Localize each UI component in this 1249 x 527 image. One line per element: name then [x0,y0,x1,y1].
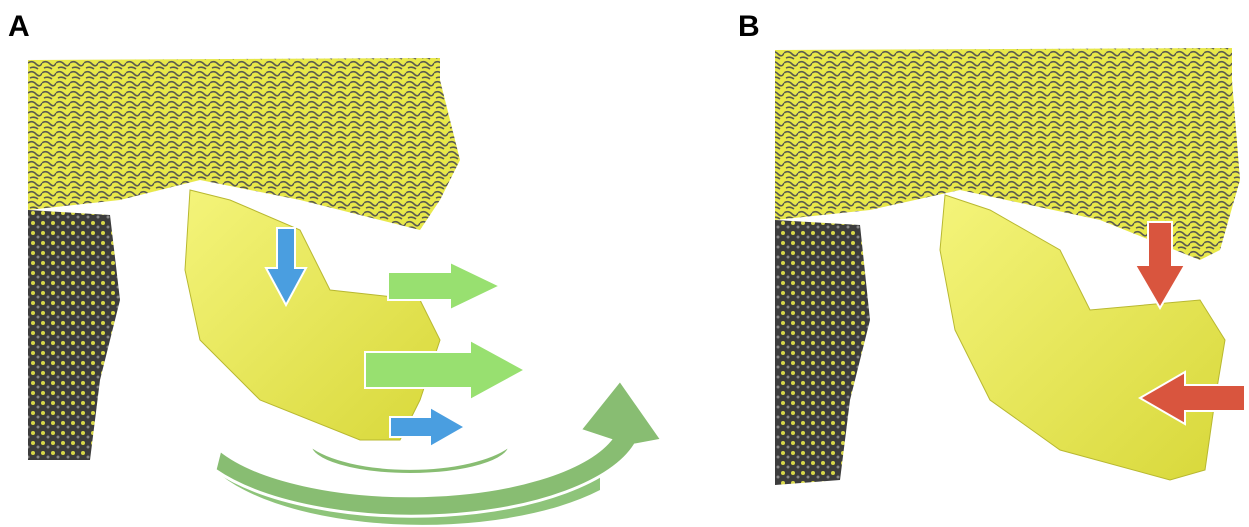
skull [28,58,460,230]
left-arrow [1138,370,1246,426]
panel-label: A [8,10,30,43]
right-arrow [389,405,468,449]
spine [775,220,870,485]
right-arrow [387,260,503,312]
panel-a: A [8,10,665,525]
spine [28,210,120,460]
panel-b: B [738,10,1246,485]
mandible [184,189,441,441]
down-arrow [264,227,308,308]
skull [775,48,1240,260]
panel-label: B [738,10,760,43]
rotation-arrow [213,377,665,518]
right-arrow [364,338,528,402]
down-arrow [1133,221,1187,310]
mandible [939,194,1226,481]
